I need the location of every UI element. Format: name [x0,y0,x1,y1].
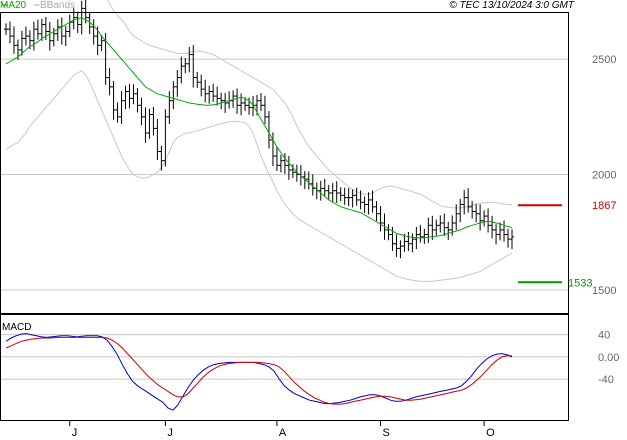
copyright-label: © TEC 13/10/2024 3:0 GMT [449,0,575,11]
macd-lines [5,333,513,411]
bb-lower-line [5,70,513,282]
price-axis-labels: 1500 2000 2500 [592,54,616,297]
price-levels: 1867 1533 [518,200,616,289]
macd-panel-frame [0,314,569,421]
bb-upper-line [106,0,513,209]
macd-tick-label: -40 [598,374,614,386]
month-tick-label: J [72,427,78,439]
month-tick-label: S [383,427,390,439]
price-tick-label: 1500 [592,285,616,297]
price-tick-label: 2500 [592,54,616,66]
price-tick-label: 2000 [592,170,616,182]
ma20-polyline [5,17,513,239]
bbands-legend-label: BBands [40,0,75,11]
price-panel: 1867 1533 1500 2000 2500 [1,0,616,297]
ma20-legend-label: MA20 [0,0,27,11]
month-tick-label: O [486,427,495,439]
support-level-label: 1533 [568,277,592,289]
price-panel-frame [0,12,569,314]
bollinger-bands [5,0,513,282]
price-grid [1,58,568,291]
macd-tick-label: 40 [598,330,610,342]
macd-series-macd [5,333,513,411]
macd-axis-labels: 40 0.00 -40 [598,330,619,386]
macd-grid [1,334,568,380]
resistance-level-label: 1867 [592,200,616,212]
month-tick-label: J [167,427,173,439]
macd-series-signal [5,336,512,405]
macd-panel: 40 0.00 -40 MACD [1,322,619,411]
ma20-line [5,17,513,239]
macd-tick-label: 0.00 [598,352,619,364]
month-tick-label: A [279,427,287,439]
macd-title: MACD [2,322,31,333]
price-bars [4,0,514,259]
